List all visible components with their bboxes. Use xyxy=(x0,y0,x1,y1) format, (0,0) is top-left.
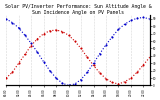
Title: Solar PV/Inverter Performance: Sun Altitude Angle & Sun Incidence Angle on PV Pa: Solar PV/Inverter Performance: Sun Altit… xyxy=(5,4,151,15)
